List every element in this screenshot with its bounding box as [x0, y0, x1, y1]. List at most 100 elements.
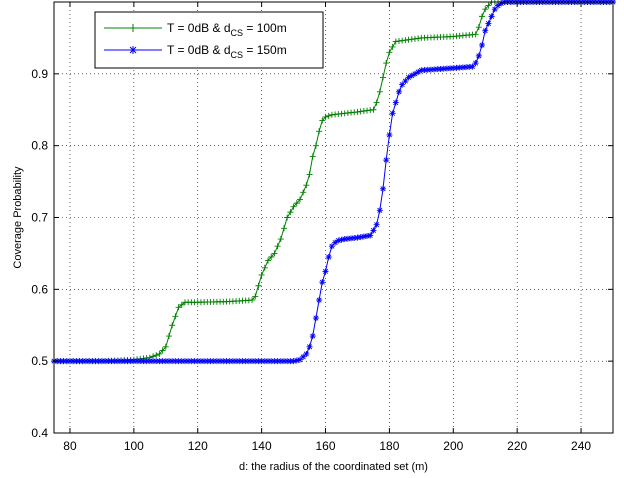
series-2-point-62: [249, 358, 256, 365]
series-2-point-34: [159, 358, 166, 365]
series-2-point-132: [472, 60, 479, 67]
x-tick-label-5: 180: [379, 439, 399, 453]
series-2-point-37: [169, 358, 176, 365]
series-1-point-33: [156, 350, 163, 357]
series-2-point-2: [57, 358, 64, 365]
series-2-point-88: [332, 239, 339, 246]
series-2-point-38: [172, 358, 179, 365]
series-1-point-38: [172, 313, 179, 320]
series-1-point-71: [277, 236, 284, 243]
series-2-point-134: [479, 42, 486, 49]
series-1-point-76: [293, 200, 300, 207]
series-1-point-35: [162, 343, 169, 350]
legend-item-1: T = 0dB & dCS = 100m: [104, 21, 287, 38]
series-1-point-74: [287, 209, 294, 216]
series-2-point-28: [140, 358, 147, 365]
series-1-point-133: [475, 24, 482, 31]
series-2-point-119: [431, 66, 438, 73]
series-2-point-33: [156, 358, 163, 365]
series-1-point-40: [178, 301, 185, 308]
legend-marker-1: [129, 24, 137, 32]
series-2-point-78: [300, 353, 307, 360]
legend-label-2-sub: CS: [231, 50, 244, 60]
series-2-point-35: [162, 358, 169, 365]
series-1-point-67: [265, 257, 272, 264]
series-2-point-25: [130, 358, 137, 365]
series-2-point-49: [207, 358, 214, 365]
series-2-point-53: [220, 358, 227, 365]
series-2-point-133: [475, 52, 482, 59]
series-2-point-66: [261, 358, 268, 365]
series-1-point-84: [319, 117, 326, 124]
x-tick-label-0: 80: [63, 439, 77, 453]
series-1-point-70: [274, 243, 281, 250]
series-1-point-85: [322, 113, 329, 120]
series-2-point-67: [265, 358, 272, 365]
series-1-point-62: [249, 297, 256, 304]
series-2-point-31: [150, 358, 157, 365]
x-tick-label-1: 100: [124, 439, 144, 453]
legend-marker-2: [129, 46, 137, 54]
series-1-point-105: [386, 49, 393, 56]
series-2-point-42: [185, 358, 192, 365]
series-1-point-103: [380, 74, 387, 81]
series-2-point-57: [233, 358, 240, 365]
series-2-point-102: [376, 207, 383, 214]
series-2-point-65: [258, 358, 265, 365]
x-tick-label-6: 200: [443, 439, 463, 453]
series-2-point-137: [488, 13, 495, 20]
series-2-point-30: [146, 358, 153, 365]
series-2-point-46: [197, 358, 204, 365]
series-2-point-125: [450, 65, 457, 72]
series-2-point-76: [293, 357, 300, 364]
series-2-point-127: [456, 64, 463, 71]
series-2-point-118: [427, 66, 434, 73]
series-2-point-41: [181, 358, 188, 365]
series-2-point-32: [153, 358, 160, 365]
series-2-point-126: [453, 64, 460, 71]
series-2-point-100: [370, 227, 377, 234]
series-2-point-101: [373, 221, 380, 228]
series-2-point-92: [344, 235, 351, 242]
y-tick-label-5: 0.9: [31, 67, 48, 81]
series-2-point-69: [271, 358, 278, 365]
series-2-point-75: [290, 358, 297, 365]
series-2-point-135: [482, 27, 489, 34]
x-tick-label-7: 220: [507, 439, 527, 453]
series-2-point-107: [392, 99, 399, 106]
series-2-point-7: [73, 358, 80, 365]
series-2-point-82: [312, 315, 319, 322]
series-2-point-16: [102, 358, 109, 365]
series-2-point-99: [367, 232, 374, 239]
legend-label-1-tail: = 100m: [243, 21, 287, 35]
series-2-point-73: [284, 358, 291, 365]
series-2-point-111: [405, 74, 412, 81]
series-2-point-52: [217, 358, 224, 365]
series-2-point-96: [357, 234, 364, 241]
series-1-point-79: [303, 182, 310, 189]
series-1-point-134: [479, 13, 486, 20]
series-1-point-73: [284, 214, 291, 221]
series-1-point-80: [306, 171, 313, 178]
series-2-point-112: [408, 72, 415, 79]
series-2-point-106: [389, 110, 396, 117]
series-2-point-56: [229, 358, 236, 365]
series-2-point-40: [178, 358, 185, 365]
series-2-point-70: [274, 358, 281, 365]
series-2-point-44: [191, 358, 198, 365]
series-2-point-19: [111, 358, 118, 365]
series-2-point-108: [395, 88, 402, 95]
series-1-point-39: [175, 304, 182, 311]
series-1-point-106: [389, 43, 396, 50]
series-2-point-89: [335, 237, 342, 244]
series-2-point-121: [437, 65, 444, 72]
series-2-point-5: [66, 358, 73, 365]
series-2-point-23: [124, 358, 131, 365]
series-2-point-120: [434, 66, 441, 73]
series-1-point-65: [258, 271, 265, 278]
series-2-point-117: [424, 66, 431, 73]
series-1-point-101: [373, 99, 380, 106]
series-2-point-130: [466, 63, 473, 70]
series-2-point-79: [303, 350, 310, 357]
series-2-point-14: [95, 358, 102, 365]
